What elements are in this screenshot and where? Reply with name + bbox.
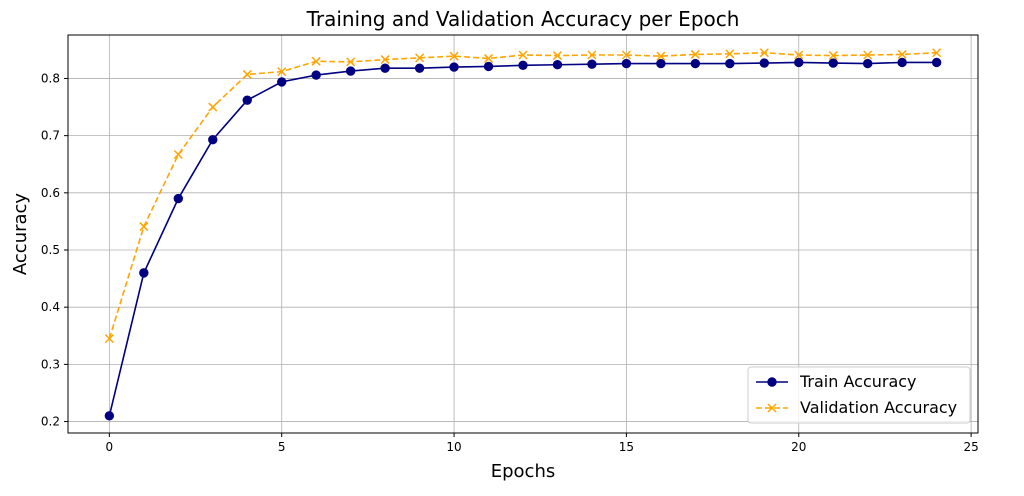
data-point: [483, 53, 494, 63]
data-point: [483, 61, 494, 72]
data-point: [449, 51, 459, 61]
y-tick-label: 0.8: [41, 71, 60, 85]
series-0: [104, 57, 942, 421]
data-point: [242, 95, 252, 105]
legend-box: [747, 366, 971, 424]
x-tick-label: 15: [619, 440, 634, 454]
data-point: [794, 57, 804, 68]
plot-frame: [67, 34, 979, 434]
data-point: [828, 51, 838, 61]
data-point: [415, 53, 425, 63]
data-point: [414, 63, 425, 73]
data-point: [656, 51, 666, 61]
data-point: [139, 222, 149, 232]
data-point: [173, 149, 183, 160]
data-point: [794, 50, 804, 60]
data-point: [277, 67, 287, 77]
data-point: [725, 58, 735, 69]
legend-label: Train Accuracy: [799, 372, 917, 391]
data-point: [518, 60, 528, 71]
data-point: [621, 50, 631, 60]
data-point: [311, 70, 321, 80]
x-tick-label: 5: [278, 440, 286, 454]
data-point: [897, 49, 907, 59]
data-point: [449, 62, 459, 72]
chart-title: Training and Validation Accuracy per Epo…: [306, 7, 740, 31]
data-point: [104, 411, 115, 421]
series-1: [104, 48, 942, 344]
legend-item: Train Accuracy: [756, 372, 917, 391]
data-point: [690, 58, 701, 69]
data-point: [587, 50, 597, 60]
data-point: [897, 57, 907, 68]
data-point: [932, 48, 942, 58]
data-point: [862, 58, 873, 69]
y-tick-label: 0.3: [41, 357, 60, 371]
y-axis-title: Accuracy: [10, 193, 31, 276]
data-point: [621, 58, 632, 69]
x-tick-label: 20: [791, 440, 806, 454]
legend: Train Accuracy Validation Accuracy: [747, 366, 971, 424]
data-point: [242, 69, 252, 79]
series-layer: [104, 48, 942, 421]
data-point: [863, 50, 873, 60]
data-point: [552, 60, 563, 70]
data-point: [380, 55, 390, 65]
y-tick-label: 0.6: [41, 186, 60, 200]
data-point: [345, 66, 356, 76]
x-axis-title: Epochs: [491, 461, 556, 482]
ticks: 0 5 10 15 20 25 0.2 0.3 0.4 0.5 0.6 0.7 0.8: [41, 71, 979, 454]
data-point: [173, 193, 184, 204]
data-point: [587, 59, 597, 69]
y-tick-label: 0.4: [41, 300, 60, 314]
data-point: [759, 48, 769, 58]
data-point: [690, 49, 700, 59]
legend-label: Validation Accuracy: [800, 398, 957, 417]
data-point: [931, 57, 942, 68]
legend-marker: [767, 403, 777, 413]
x-tick-label: 10: [446, 440, 461, 454]
legend-item: Validation Accuracy: [756, 398, 957, 417]
data-point: [759, 58, 769, 68]
y-tick-label: 0.7: [41, 129, 60, 143]
data-point: [656, 58, 666, 69]
data-point: [139, 268, 149, 278]
x-tick-label: 25: [963, 440, 978, 454]
legend-marker: [767, 377, 777, 387]
y-tick-label: 0.2: [41, 415, 60, 429]
data-point: [311, 56, 321, 66]
data-point: [208, 102, 218, 112]
x-tick-label: 0: [106, 440, 114, 454]
data-point: [518, 50, 528, 60]
data-point: [725, 49, 735, 59]
data-point: [380, 63, 390, 73]
data-point: [346, 57, 356, 67]
data-point: [208, 134, 218, 145]
data-point: [277, 77, 287, 87]
data-point: [828, 58, 838, 68]
data-point: [552, 51, 563, 61]
data-point: [104, 334, 114, 344]
y-tick-label: 0.5: [41, 243, 60, 257]
